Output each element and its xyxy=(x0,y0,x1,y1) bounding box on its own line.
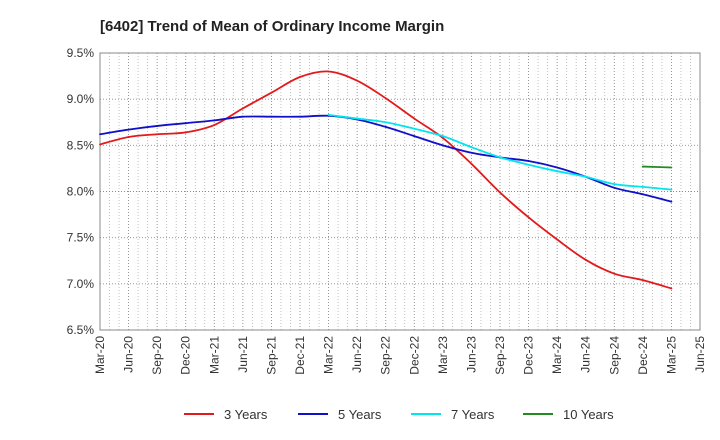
data-point-3-years xyxy=(127,136,130,138)
data-point-7-years xyxy=(641,185,644,188)
data-point-7-years xyxy=(613,183,616,186)
data-point-3-years xyxy=(470,162,473,165)
data-point-3-years xyxy=(413,117,416,120)
data-point-3-years xyxy=(241,107,244,110)
data-point-7-years xyxy=(670,188,673,191)
data-point-5-years xyxy=(413,135,416,138)
data-point-3-years xyxy=(213,124,216,126)
data-point-5-years xyxy=(527,160,530,162)
x-tick-label: Jun-21 xyxy=(236,336,250,373)
data-point-7-years xyxy=(413,127,416,130)
y-tick-label: 9.5% xyxy=(67,46,95,60)
x-tick-label: Mar-25 xyxy=(664,336,678,374)
data-point-5-years xyxy=(99,133,101,136)
data-point-3-years xyxy=(527,216,530,219)
data-point-3-years xyxy=(184,131,187,134)
x-tick-label: Jun-22 xyxy=(350,336,364,373)
data-point-10-years xyxy=(670,166,673,169)
x-tick-label: Jun-23 xyxy=(464,336,478,373)
x-tick-label: Dec-23 xyxy=(522,336,536,375)
data-point-7-years xyxy=(470,146,473,149)
x-tick-label: Sep-24 xyxy=(607,336,621,375)
data-point-7-years xyxy=(527,163,530,166)
data-point-3-years xyxy=(299,76,301,78)
legend-label: 5 Years xyxy=(338,407,382,422)
legend-item-3-years: 3 Years xyxy=(184,407,268,422)
data-point-3-years xyxy=(641,279,644,282)
data-point-3-years xyxy=(384,97,387,100)
data-point-3-years xyxy=(356,79,359,82)
data-point-5-years xyxy=(641,193,644,196)
data-point-5-years xyxy=(241,115,244,118)
data-point-5-years xyxy=(270,115,273,118)
x-tick-label: Sep-23 xyxy=(493,336,507,375)
y-tick-label: 6.5% xyxy=(67,323,95,337)
legend-label: 7 Years xyxy=(451,407,495,422)
data-point-10-years xyxy=(641,165,644,168)
x-tick-label: Sep-21 xyxy=(264,336,278,375)
data-point-5-years xyxy=(441,144,444,147)
x-tick-label: Mar-20 xyxy=(93,336,107,374)
data-point-7-years xyxy=(499,156,501,159)
x-tick-label: Jun-24 xyxy=(579,336,593,373)
data-point-7-years xyxy=(556,170,559,173)
data-point-5-years xyxy=(613,186,616,189)
y-tick-label: 7.5% xyxy=(67,231,95,245)
x-tick-label: Dec-21 xyxy=(293,336,307,375)
plot-area: 6.5% 7.0% 7.5% 8.0% 8.5% 9.0% 9.5% Mar-20 Jun-20… xyxy=(67,46,707,375)
data-point-3-years xyxy=(670,287,673,290)
data-point-3-years xyxy=(499,191,501,194)
data-point-7-years xyxy=(384,121,387,124)
y-tick-label: 7.0% xyxy=(67,277,95,291)
data-point-3-years xyxy=(327,70,330,73)
data-point-7-years xyxy=(327,113,330,116)
x-tick-label: Mar-22 xyxy=(322,336,336,374)
x-tick-label: Jun-20 xyxy=(122,336,136,373)
legend-item-7-years: 7 Years xyxy=(411,407,495,422)
x-tick-label: Dec-20 xyxy=(179,336,193,375)
x-tick-label: Dec-22 xyxy=(407,336,421,375)
data-point-3-years xyxy=(584,258,587,261)
x-tick-label: Sep-20 xyxy=(150,336,164,375)
data-point-7-years xyxy=(441,135,444,138)
y-tick-label: 8.0% xyxy=(67,185,95,199)
series-line-10-years xyxy=(642,165,672,169)
data-point-5-years xyxy=(213,119,216,122)
data-point-3-years xyxy=(556,238,559,241)
legend-item-5-years: 5 Years xyxy=(298,407,382,422)
data-point-3-years xyxy=(156,133,159,136)
x-tick-label: Jun-25 xyxy=(693,336,707,373)
x-tick-label: Mar-23 xyxy=(436,336,450,374)
data-point-5-years xyxy=(299,115,301,118)
x-tick-label: Mar-24 xyxy=(550,336,564,374)
x-tick-label: Sep-22 xyxy=(379,336,393,375)
chart-title: [6402] Trend of Mean of Ordinary Income … xyxy=(100,18,444,35)
data-point-5-years xyxy=(670,200,673,203)
y-tick-label: 9.0% xyxy=(67,92,95,106)
x-tick-label: Mar-21 xyxy=(207,336,221,374)
legend: 3 Years 5 Years 7 Years 10 Years xyxy=(184,407,614,422)
legend-item-10-years: 10 Years xyxy=(523,407,614,422)
data-point-5-years xyxy=(384,125,387,128)
data-point-7-years xyxy=(356,117,359,120)
data-point-5-years xyxy=(184,122,187,125)
data-point-5-years xyxy=(156,125,159,127)
data-point-5-years xyxy=(127,128,130,131)
data-point-3-years xyxy=(99,143,101,146)
data-point-3-years xyxy=(270,91,273,94)
data-point-3-years xyxy=(441,137,444,139)
y-tick-label: 8.5% xyxy=(67,138,95,152)
plot-border xyxy=(99,52,701,331)
data-point-3-years xyxy=(613,272,616,275)
x-tick-label: Dec-24 xyxy=(636,336,650,375)
legend-label: 10 Years xyxy=(563,407,614,422)
legend-label: 3 Years xyxy=(224,407,268,422)
data-point-5-years xyxy=(470,151,473,154)
data-point-7-years xyxy=(584,175,587,178)
data-point-5-years xyxy=(556,166,559,169)
